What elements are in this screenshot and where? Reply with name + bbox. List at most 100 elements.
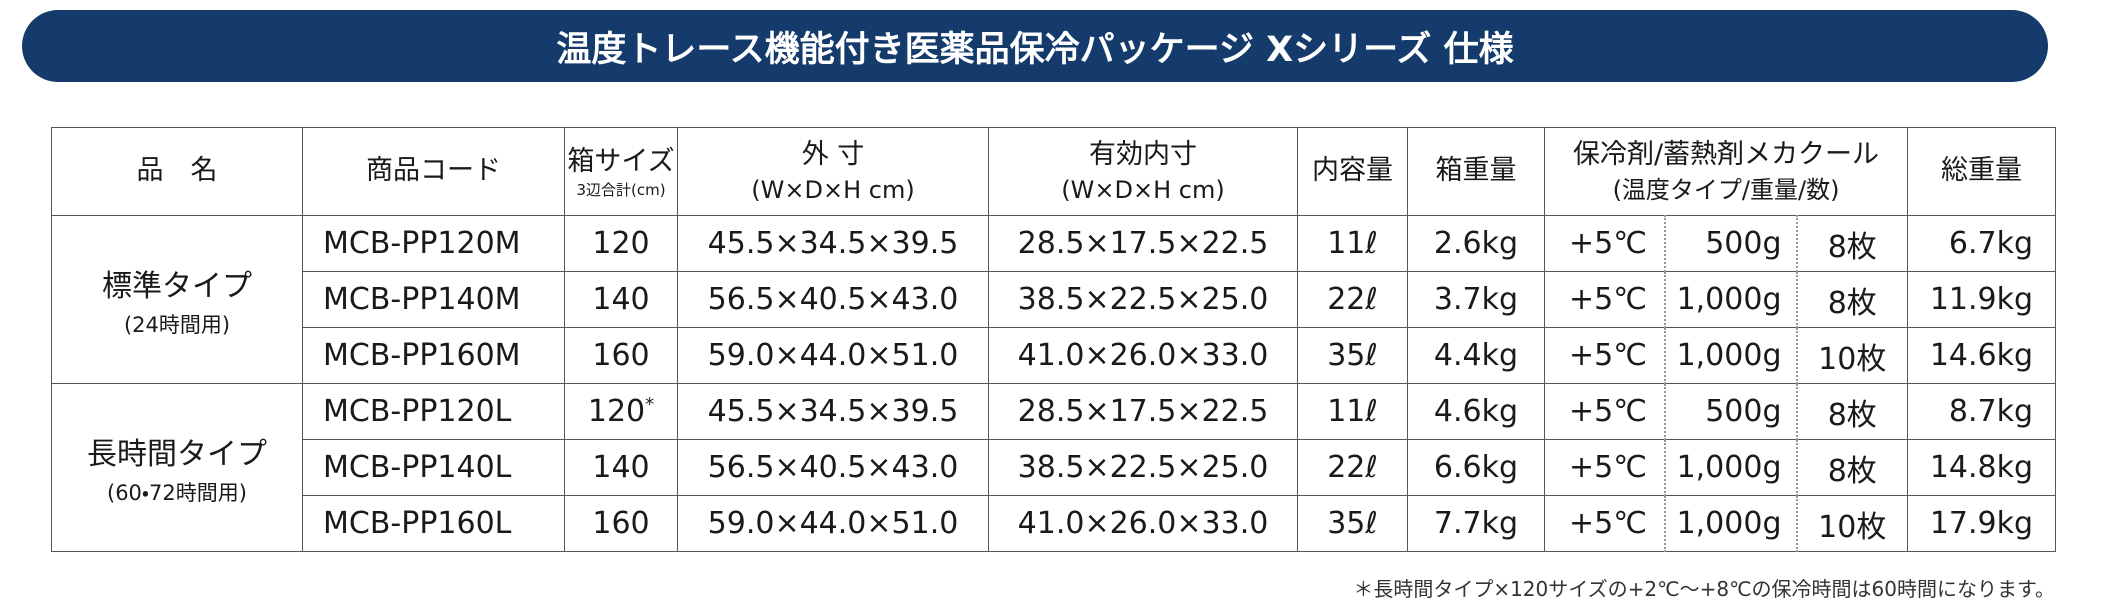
cell-total: 14.8kg xyxy=(1907,439,2057,496)
group-sub: (60・72時間用) xyxy=(107,480,247,505)
cell-box-weight: 7.7kg xyxy=(1407,495,1545,552)
cell-capacity: 22ℓ xyxy=(1297,271,1408,328)
header-text: 総重量 xyxy=(1941,155,2023,187)
cell-text: 56.5×40.5×43.0 xyxy=(707,282,959,317)
cell-text: 140 xyxy=(592,450,650,485)
cell-text: 7.7kg xyxy=(1433,506,1519,541)
cell-count: 8枚 xyxy=(1796,439,1909,496)
cell-text: 8枚 xyxy=(1827,453,1877,489)
cell-text: 38.5×22.5×25.0 xyxy=(1017,282,1269,317)
cell-text: MCB-PP120M xyxy=(323,226,521,261)
header-unit: (温度タイプ/重量/数) xyxy=(1612,175,1840,204)
cell-text: +5℃ xyxy=(1569,282,1647,317)
cell-capacity: 11ℓ xyxy=(1297,215,1408,272)
table-row: MCB-PP160M 160 59.0×44.0×51.0 41.0×26.0×33.… xyxy=(52,327,2057,384)
header-cell: 品 名 xyxy=(51,127,303,216)
header-text: 箱重量 xyxy=(1435,155,1517,187)
cell-temp: +5℃ xyxy=(1544,495,1666,552)
cell-box-weight: 3.7kg xyxy=(1407,271,1545,328)
cell-total: 6.7kg xyxy=(1907,215,2057,272)
header-cell: 総重量 xyxy=(1907,127,2057,216)
cell-text: MCB-PP160M xyxy=(323,338,521,373)
table-body: 標準タイプ (24時間用) MCB-PP120M 120 45.5×34.5×39.5 2… xyxy=(51,215,2057,552)
cell-capacity: 11ℓ xyxy=(1297,383,1408,440)
cell-text: +5℃ xyxy=(1569,394,1647,429)
cell-text: 41.0×26.0×33.0 xyxy=(1017,506,1269,541)
cell-inner: 38.5×22.5×25.0 xyxy=(988,439,1298,496)
cell-box-weight: 4.4kg xyxy=(1407,327,1545,384)
cell-text: 500g xyxy=(1705,226,1782,261)
cell-text: 35ℓ xyxy=(1327,338,1378,373)
table-row: MCB-PP140M 140 56.5×40.5×43.0 38.5×22.5×25.… xyxy=(52,271,2057,328)
cell-box: 120 xyxy=(564,215,678,272)
cell-coolant-weight: 500g xyxy=(1664,383,1798,440)
cell-count: 8枚 xyxy=(1796,383,1909,440)
cell-text: 45.5×34.5×39.5 xyxy=(707,226,959,261)
cell-temp: +5℃ xyxy=(1544,271,1666,328)
cell-text: 10枚 xyxy=(1818,341,1887,377)
cell-coolant-weight: 1,000g xyxy=(1664,495,1798,552)
cell-code: MCB-PP140M xyxy=(302,271,565,328)
header-text: 箱サイズ xyxy=(567,146,675,178)
header-cell: 商品コード xyxy=(302,127,565,216)
cell-capacity: 35ℓ xyxy=(1297,327,1408,384)
cell-capacity: 35ℓ xyxy=(1297,495,1408,552)
header-text: 内容量 xyxy=(1312,155,1393,187)
cell-text: 14.8kg xyxy=(1929,450,2034,485)
cell-text: 45.5×34.5×39.5 xyxy=(707,394,959,429)
table-row: 長時間タイプ (60・72時間用) MCB-PP120L 120* 45.5×34.5×… xyxy=(51,383,2057,552)
cell-text: 160 xyxy=(592,506,650,541)
header-unit: (W×D×H cm) xyxy=(1061,175,1225,204)
cell-text: 1,000g xyxy=(1676,282,1782,317)
cell-capacity: 22ℓ xyxy=(1297,439,1408,496)
cell-total: 14.6kg xyxy=(1907,327,2057,384)
cell-text: 11ℓ xyxy=(1327,226,1378,261)
cell-text: 59.0×44.0×51.0 xyxy=(707,506,959,541)
cell-text: 11.9kg xyxy=(1929,282,2034,317)
cell-text: 59.0×44.0×51.0 xyxy=(707,338,959,373)
header-text: 品 名 xyxy=(136,155,218,187)
cell-text: 3.7kg xyxy=(1433,282,1519,317)
cell-coolant-weight: 500g xyxy=(1664,215,1798,272)
cell-inner: 28.5×17.5×22.5 xyxy=(988,383,1298,440)
cell-text: 140 xyxy=(592,282,650,317)
cell-count: 10枚 xyxy=(1796,327,1909,384)
cell-text: 1,000g xyxy=(1676,506,1782,541)
cell-box: 140 xyxy=(564,271,678,328)
group-sub: (24時間用) xyxy=(123,312,231,337)
cell-code: MCB-PP160L xyxy=(302,495,565,552)
header-cell: 内容量 xyxy=(1297,127,1408,216)
header-cell: 保冷剤/蓄熱剤メカクール (温度タイプ/重量/数) xyxy=(1543,127,1909,216)
cell-temp: +5℃ xyxy=(1544,439,1666,496)
cell-inner: 41.0×26.0×33.0 xyxy=(988,327,1298,384)
cell-text: 8枚 xyxy=(1827,397,1877,433)
cell-text: 8枚 xyxy=(1827,285,1877,321)
cell-temp: +5℃ xyxy=(1544,383,1666,440)
cell-temp: +5℃ xyxy=(1544,215,1666,272)
cell-text: 120 xyxy=(587,394,646,429)
cell-text: 2.6kg xyxy=(1433,226,1519,261)
cell-box: 140 xyxy=(564,439,678,496)
cell-text: 10枚 xyxy=(1818,509,1887,545)
header-unit: (W×D×H cm) xyxy=(751,175,915,204)
cell-total: 17.9kg xyxy=(1907,495,2057,552)
cell-text: +5℃ xyxy=(1569,226,1647,261)
cell-text: 11ℓ xyxy=(1327,394,1378,429)
cell-coolant-weight: 1,000g xyxy=(1664,271,1798,328)
spec-table: 品 名 商品コード 箱サイズ 3辺合計(cm) 外 寸 (W×D×H cm) 有効内… xyxy=(51,127,2057,552)
cell-outer: 45.5×34.5×39.5 xyxy=(677,215,989,272)
cell-outer: 59.0×44.0×51.0 xyxy=(677,327,989,384)
cell-code: MCB-PP120L xyxy=(302,383,565,440)
group-label: 標準タイプ xyxy=(102,268,252,304)
cell-box-weight: 2.6kg xyxy=(1407,215,1545,272)
cell-text: 8.7kg xyxy=(1948,394,2034,429)
cell-text: 22ℓ xyxy=(1327,450,1378,485)
cell-count: 8枚 xyxy=(1796,271,1909,328)
cell-text: 120 xyxy=(592,226,650,261)
header-text: 商品コード xyxy=(366,155,501,187)
cell-text: 4.6kg xyxy=(1433,394,1519,429)
header-cell: 有効内寸 (W×D×H cm) xyxy=(988,127,1298,216)
cell-text: +5℃ xyxy=(1569,506,1647,541)
table-row: MCB-PP160L 160 59.0×44.0×51.0 41.0×26.0×33.… xyxy=(52,495,2057,552)
